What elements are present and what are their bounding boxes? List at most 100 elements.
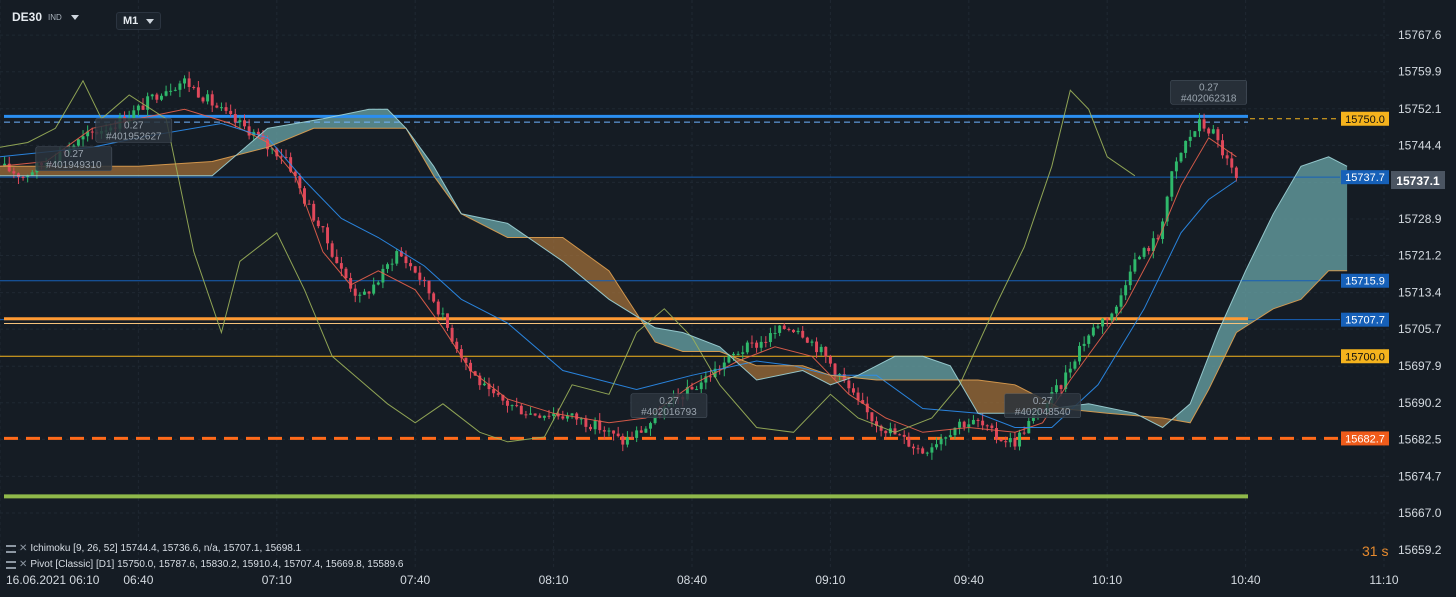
y-tick-label: 15674.7 [1398, 469, 1442, 483]
candle-body [953, 427, 957, 436]
candle-body [326, 227, 330, 244]
candle-body [1225, 155, 1229, 159]
candle-body [598, 420, 602, 431]
x-axis: 16.06.2021 06:10 06:40 07:10 07:40 08:10 08:4… [0, 570, 1456, 597]
trade-size: 0.27 [659, 396, 679, 407]
level-tag-box [1341, 273, 1389, 288]
candle-body [856, 392, 860, 401]
candle-body [759, 341, 763, 348]
trade-size: 0.27 [124, 120, 144, 131]
candle-body [390, 263, 394, 265]
candle-body [704, 376, 708, 383]
candle-body [261, 135, 265, 139]
candle-body [422, 279, 426, 281]
candle-body [210, 94, 214, 106]
candle-body [1101, 318, 1105, 327]
candle-body [796, 330, 800, 333]
candle-body [330, 243, 334, 257]
candle-body [727, 355, 731, 363]
candle-body [935, 444, 938, 448]
candle-body [1059, 385, 1063, 389]
candle-body [755, 342, 759, 348]
candle-body [1151, 238, 1155, 252]
cloud-bearish [410, 134, 462, 214]
candle-body [584, 418, 588, 427]
timeframe-selector[interactable]: M1 [116, 12, 162, 30]
candle-body [764, 341, 768, 343]
trade-size: 0.27 [64, 149, 84, 160]
trade-label-box [35, 146, 113, 172]
candle-body [621, 436, 625, 445]
series-senkou-a [0, 127, 1348, 424]
candle-body [233, 113, 237, 123]
candle-body [169, 90, 173, 92]
level-tag: 15707.7 [1341, 312, 1389, 327]
trade-label: 0.27#402048540 [1004, 393, 1081, 419]
candle-body [971, 419, 975, 425]
candle-body [215, 105, 219, 108]
candle-body [243, 120, 246, 127]
indicator-legend-ichimoku[interactable]: ✕ Ichimoku [9, 26, 52] 15744.4, 15736.6,… [6, 543, 301, 554]
indicator-legend-pivot[interactable]: ✕ Pivot [Classic] [D1] 15750.0, 15787.6,… [6, 559, 403, 570]
price-levels [0, 114, 1340, 499]
candle-body [944, 437, 948, 439]
candle-body [565, 415, 569, 419]
candle-body [787, 328, 791, 330]
candle-body [1174, 161, 1178, 172]
candle-body [178, 83, 182, 90]
candle-body [838, 374, 842, 376]
x-tick-label: 10:10 [1092, 573, 1122, 587]
settings-icon[interactable] [6, 544, 16, 553]
candle-body [995, 428, 998, 440]
candle-body [750, 342, 754, 344]
candle-body [418, 272, 422, 280]
candle-body [16, 173, 20, 177]
symbol-selector[interactable]: DE30 IND [12, 10, 79, 24]
instrument-type: IND [48, 12, 62, 22]
candle-body [690, 387, 694, 390]
candle-body [612, 430, 616, 434]
candle-body [12, 171, 16, 174]
candle-body [455, 341, 459, 350]
candle-body [303, 188, 306, 204]
candle-body [469, 362, 473, 372]
close-icon[interactable]: ✕ [19, 543, 28, 554]
candle-body [1064, 372, 1068, 389]
trade-label-box [630, 393, 708, 419]
candle-body [275, 148, 279, 157]
candle-body [1188, 136, 1192, 141]
y-tick-label: 15667.0 [1398, 506, 1442, 520]
candle-body [335, 256, 339, 264]
candle-body [501, 394, 505, 401]
settings-icon[interactable] [6, 560, 16, 569]
cloud-bearish [465, 214, 531, 240]
candle-body [362, 291, 366, 295]
indicator-text: Pivot [Classic] [D1] 15750.0, 15787.6, 1… [30, 559, 404, 570]
close-icon[interactable]: ✕ [19, 559, 28, 570]
candle-body [810, 341, 814, 343]
candle-body [1184, 140, 1188, 153]
candle-body [441, 313, 445, 315]
level-tag: 15682.7 [1341, 431, 1389, 446]
trade-size: 0.27 [1199, 82, 1219, 93]
trade-size: 0.27 [1033, 396, 1053, 407]
candle-body [349, 278, 353, 289]
candle-body [879, 425, 883, 431]
candle-body [819, 346, 823, 353]
series-senkou-b [0, 108, 1348, 429]
candle-body [293, 171, 297, 176]
candle-body [547, 415, 551, 417]
candle-body [196, 87, 200, 98]
candle-body [321, 226, 325, 228]
level-tag: 15750.0 [1341, 111, 1389, 126]
candle-body [736, 353, 740, 355]
candle-body [446, 313, 449, 328]
candle-body [21, 176, 25, 178]
candle-body [30, 172, 34, 176]
candle-body [298, 175, 302, 189]
candle-body [3, 163, 7, 167]
trade-label-box [95, 117, 173, 143]
candle-body [921, 448, 925, 454]
candle-body [76, 139, 80, 146]
